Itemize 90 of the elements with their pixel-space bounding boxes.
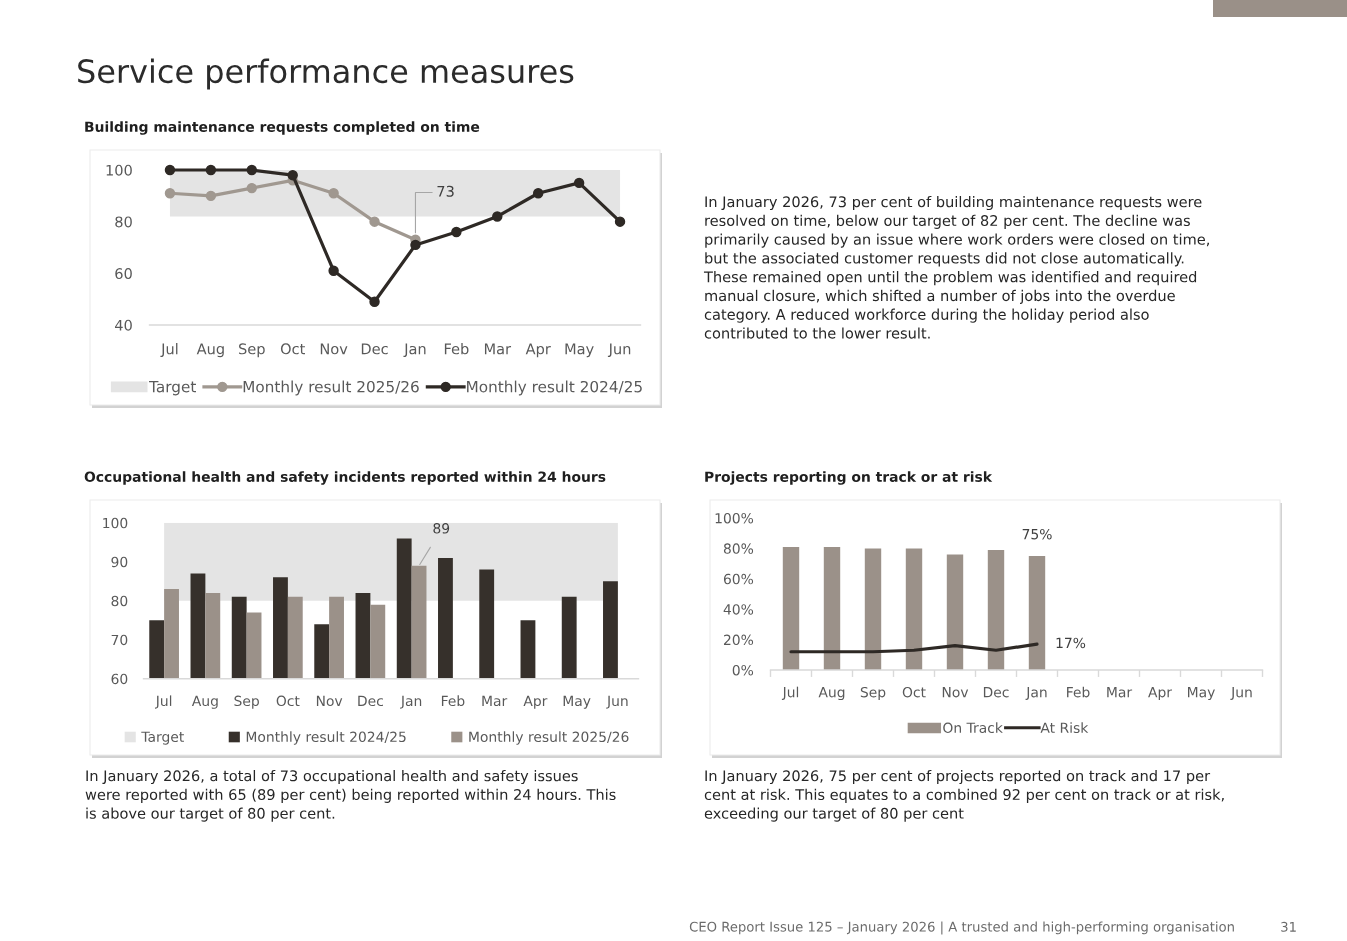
x-tick-label: Oct [280, 343, 305, 355]
y-tick-label: 40% [723, 604, 754, 615]
legend-label: On Track [943, 722, 1003, 734]
point [369, 296, 380, 307]
x-tick-label: Aug [818, 687, 845, 701]
x-tick-label: Sep [239, 343, 265, 358]
point [205, 164, 217, 176]
x-tick-label: Feb [1067, 686, 1090, 698]
x-tick-label: Feb [441, 695, 465, 707]
x-tick-label: Dec [358, 695, 383, 707]
legend-label: Monthly result 2024/25 [246, 731, 406, 745]
legend-label: Target [149, 381, 196, 396]
legend-label: At Risk [1040, 722, 1089, 734]
x-tick-label: Dec [361, 343, 388, 355]
point [573, 177, 585, 189]
x-tick-label: May [563, 695, 591, 709]
x-tick-label: Mar [484, 343, 512, 355]
point [164, 164, 176, 176]
x-tick-label: Jun [606, 695, 628, 709]
y-tick-label: 70 [111, 634, 128, 646]
x-tick-label: Jun [1230, 687, 1252, 700]
x-tick-label: Jul [155, 695, 172, 709]
x-tick-label: May [565, 343, 594, 358]
point [205, 190, 217, 202]
text: In January 2026, 73 per cent of building maintenance requests were resolved on time, below our target of 82 per cent. The decline was primarily caused by an issue where work orders were closed on time, but the associated customer requests did not close automatically. These remained open until the problem was identified and required manual closure, which shifted a number of jobs into the overdue category. A reduced workforce during the holiday period also contributed to the lower result. [703, 196, 1209, 339]
legend-label: Monthly result 2025/26 [243, 380, 419, 396]
x-tick-label: Jun [607, 343, 631, 358]
x-tick-label: Oct [902, 686, 926, 698]
x-tick-label: Apr [525, 343, 551, 358]
x-tick-label: Sep [860, 686, 886, 701]
x-tick-label: Nov [316, 695, 343, 707]
point [328, 188, 339, 199]
x-tick-label: Aug [191, 695, 218, 709]
text: Service performance measures [78, 58, 574, 90]
text: In January 2026, 75 per cent of projects reported on track and 17 per cent at risk. This equates to a combined 92 per cent on track or at risk, exceeding our target of 80 per cent [704, 770, 1224, 822]
x-tick-label: Nov [320, 343, 348, 355]
chart-title: Occupational health and safety incidents reported within 24 hours [84, 471, 606, 485]
chart-title: Building maintenance requests completed on time [85, 121, 480, 135]
text: In January 2026, a total of 73 occupational health and safety issues were reported with 65 (89 per cent) being reported within 24 hours. This is above our target of 80 per cent. [85, 770, 616, 822]
point [410, 239, 421, 251]
y-tick-label: 100 [106, 164, 132, 176]
line-series [789, 642, 1039, 654]
x-tick-label: Dec [983, 687, 1009, 698]
x-tick-label: Nov [942, 687, 969, 698]
text: CEO Report Issue 125 – January 2026 | A trusted and high-performing organisation [689, 921, 1234, 935]
y-tick-label: 100% [715, 512, 754, 524]
point [287, 169, 298, 181]
legend-label: Monthly result 2025/26 [469, 731, 629, 745]
y-tick-label: 80 [115, 216, 132, 228]
y-tick-label: 100 [103, 517, 128, 529]
point [614, 216, 626, 227]
point [492, 211, 503, 222]
y-tick-label: 90 [111, 556, 128, 568]
x-tick-label: Oct [276, 695, 300, 707]
x-tick-label: Mar [1107, 687, 1133, 698]
x-tick-label: Apr [523, 695, 548, 709]
point [532, 188, 544, 199]
x-tick-label: Sep [234, 695, 259, 709]
legend-label: Target [141, 731, 184, 745]
x-tick-label: May [1188, 687, 1215, 701]
y-tick-label: 60% [723, 573, 754, 585]
y-tick-label: 40 [114, 319, 132, 331]
data-label: 75% [1022, 528, 1052, 540]
y-tick-label: 0% [732, 664, 754, 676]
y-tick-label: 60 [115, 268, 132, 280]
x-tick-label: Mar [482, 695, 508, 707]
point [164, 188, 176, 199]
x-tick-label: Jan [1025, 687, 1047, 700]
x-tick-label: Jul [160, 343, 178, 358]
data-label: 17% [1056, 637, 1086, 649]
x-tick-label: Jan [400, 695, 422, 709]
y-tick-label: 80% [723, 543, 754, 554]
point [246, 182, 258, 194]
x-tick-label: Aug [196, 343, 224, 358]
y-tick-label: 20% [723, 634, 754, 646]
point [369, 216, 380, 227]
data-label: 73 [437, 185, 454, 197]
x-tick-label: Feb [444, 343, 469, 355]
y-tick-label: 80 [111, 595, 128, 607]
point [451, 226, 462, 238]
x-tick-label: Apr [1148, 687, 1173, 701]
y-tick-label: 60 [111, 673, 128, 685]
x-tick-label: Jan [403, 343, 426, 358]
legend-label: Monthly result 2024/25 [467, 380, 642, 396]
data-label: 89 [433, 523, 450, 534]
chart-title: Projects reporting on track or at risk [705, 471, 993, 485]
point [328, 265, 339, 276]
text: 31 [1281, 921, 1296, 932]
point [246, 164, 258, 176]
x-tick-label: Jul [781, 686, 799, 700]
